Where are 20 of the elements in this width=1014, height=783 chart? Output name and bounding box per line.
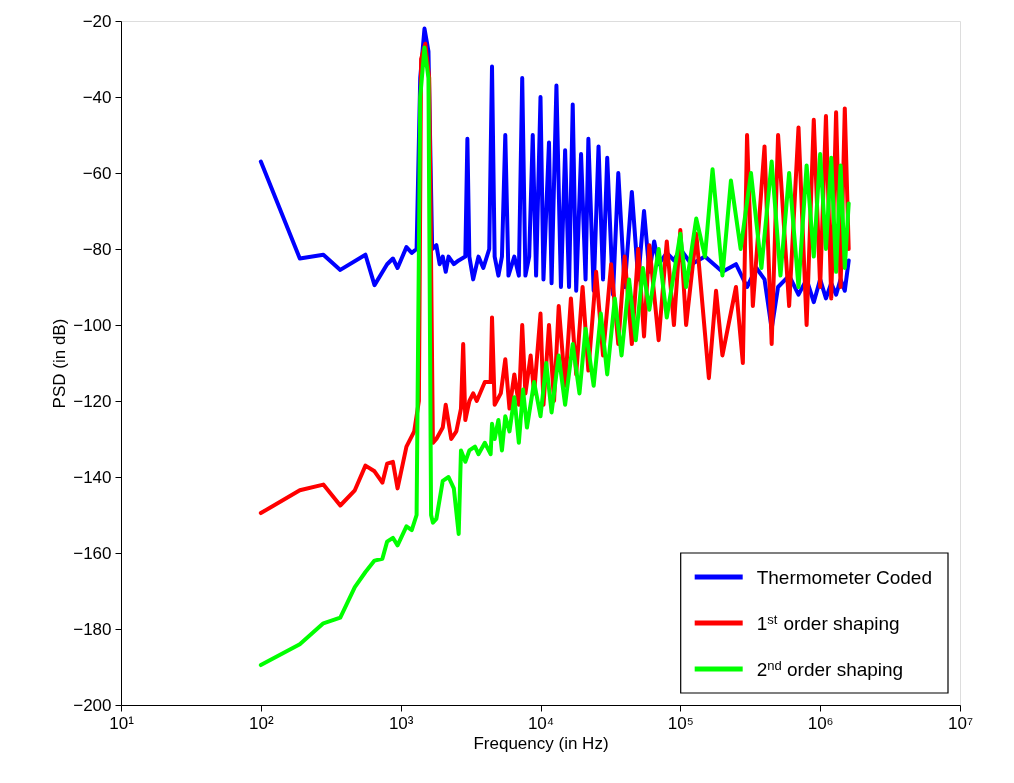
x-tick-label: 10⁴ [527,713,555,733]
y-tick-label: −80 [82,239,112,259]
y-tick-label: −60 [82,163,112,183]
x-tick-label: 10³ [388,713,414,733]
y-tick-label: −160 [73,543,112,563]
x-tick-label: 10⁷ [947,713,974,733]
y-tick-label: −180 [73,619,112,639]
x-tick-label: 10² [249,713,274,733]
y-tick-label: −20 [82,11,112,31]
y-axis-title: PSD (in dB) [50,318,70,409]
x-axis-title: Frequency (in Hz) [473,733,609,753]
y-tick-label: −140 [73,467,112,487]
y-tick-label: −200 [73,695,112,715]
y-tick-label: −40 [82,87,112,107]
x-tick-label: 10⁶ [807,713,834,733]
legend-label: Thermometer Coded [756,567,932,588]
x-tick-label: 10¹ [109,713,135,733]
y-tick-label: −120 [73,391,112,411]
y-tick-label: −100 [73,315,112,335]
x-tick-label: 10⁵ [667,713,694,733]
